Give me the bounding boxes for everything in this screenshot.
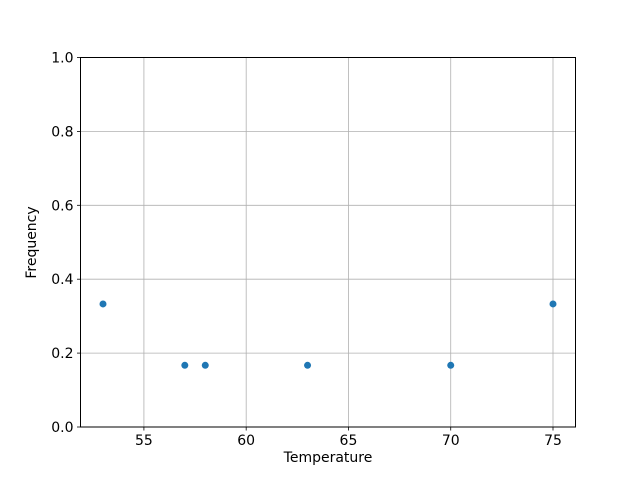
y-tick-label: 1.0: [51, 51, 73, 67]
plot-border: [80, 57, 576, 428]
y-tick-label: 0.6: [51, 198, 73, 214]
y-tick-label: 0.8: [51, 124, 73, 140]
x-tick-label: 75: [544, 433, 562, 449]
data-points: [99, 300, 557, 369]
scatter-point: [201, 361, 209, 369]
y-axis-label: Frequency: [24, 206, 40, 278]
tick-labels: 55 60 65 70 75 0.0 0.2 0.4 0.6 0.8 1.0: [51, 51, 562, 450]
scatter-point: [181, 361, 189, 369]
axes-spines: [80, 57, 576, 428]
scatter-point: [447, 361, 455, 369]
y-tick-label: 0.2: [51, 346, 73, 362]
scatter-point: [549, 300, 557, 308]
scatter-point: [99, 300, 107, 308]
y-tick-label: 0.4: [51, 272, 73, 288]
x-axis-label: Temperature: [283, 450, 373, 466]
scatter-point: [304, 361, 312, 369]
grid-lines: [80, 57, 576, 428]
x-tick-label: 65: [340, 433, 358, 449]
x-tick-label: 60: [237, 433, 255, 449]
x-tick-label: 55: [135, 433, 153, 449]
x-tick-label: 70: [442, 433, 460, 449]
axis-ticks: [77, 57, 554, 431]
y-tick-label: 0.0: [51, 420, 73, 436]
